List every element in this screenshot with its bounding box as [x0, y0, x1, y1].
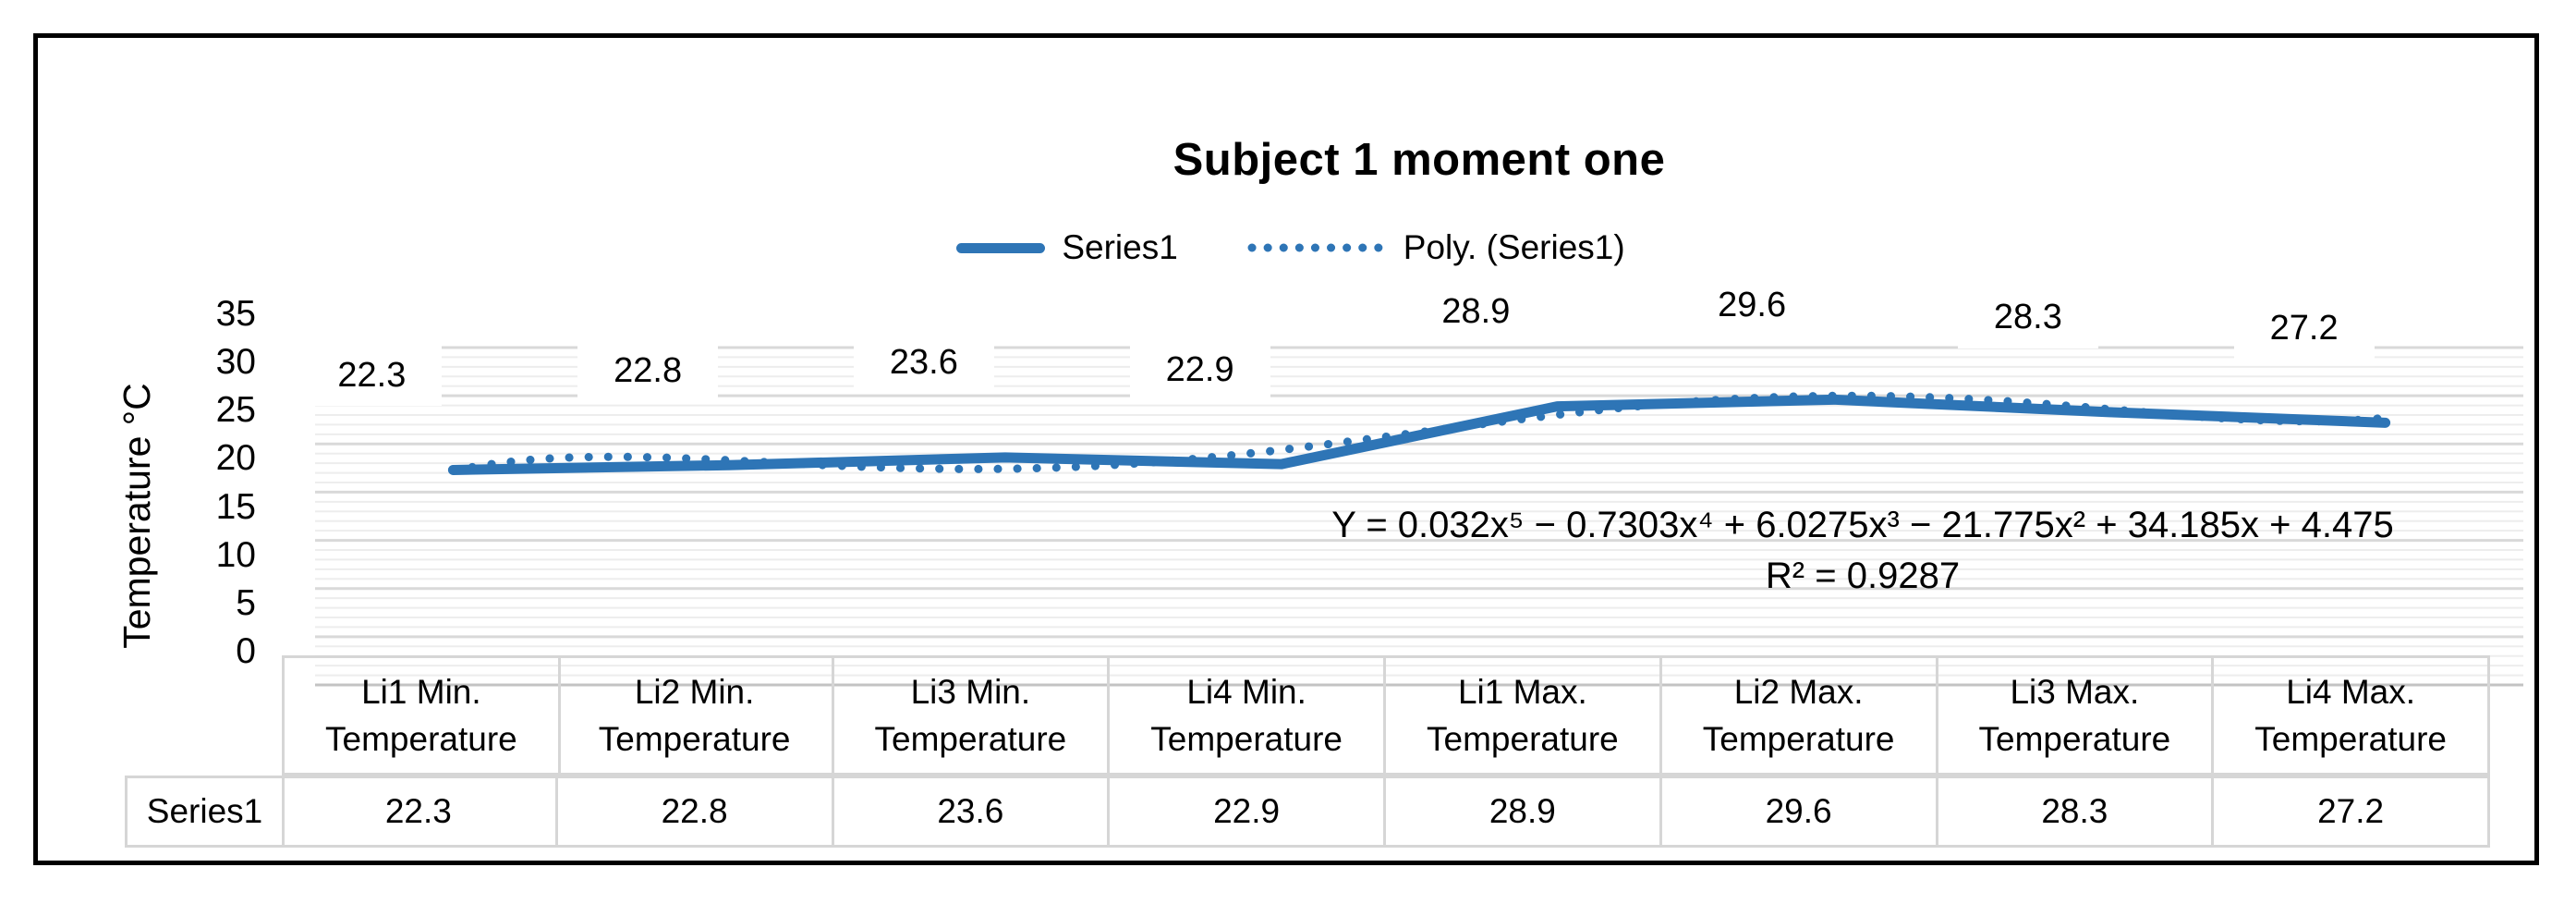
- poly-trendline-swatch: [1247, 243, 1386, 252]
- y-tick-label: 5: [236, 582, 256, 623]
- legend-label-poly: Poly. (Series1): [1403, 228, 1625, 266]
- legend-item-series1: Series1: [956, 228, 1178, 267]
- category-line: Temperature: [598, 720, 791, 758]
- category-line: Li2 Max.: [1733, 673, 1864, 711]
- category-header-cell: Li2 Max. Temperature: [1661, 655, 1938, 776]
- y-tick-label: 0: [236, 631, 256, 671]
- data-label: 22.9: [1129, 339, 1270, 401]
- data-label: 23.6: [853, 332, 994, 394]
- category-line: Temperature: [1427, 720, 1619, 758]
- data-label: 22.3: [301, 345, 443, 407]
- table-value-cell: 28.9: [1386, 776, 1662, 848]
- category-line: Temperature: [874, 720, 1067, 758]
- category-line: Li3 Max.: [2010, 673, 2140, 711]
- category-header-cell: Li4 Min. Temperature: [1110, 655, 1386, 776]
- series1-line-swatch: [956, 242, 1046, 253]
- table-value-cell: 22.8: [557, 776, 834, 848]
- data-label: 28.9: [1405, 281, 1547, 343]
- category-header-cell: Li4 Max. Temperature: [2214, 655, 2490, 776]
- category-line: Li2 Min.: [634, 673, 755, 711]
- table-value-cell: 23.6: [833, 776, 1111, 848]
- series1-line: [447, 394, 2391, 475]
- category-line: Temperature: [1702, 720, 1895, 758]
- y-tick-label: 35: [215, 294, 256, 334]
- category-line: Temperature: [1150, 720, 1343, 758]
- legend-label-series1: Series1: [1062, 228, 1178, 266]
- table-value-cell: 22.3: [282, 776, 558, 848]
- chart-border-frame: Subject 1 moment one Series1 Poly. (Seri…: [33, 33, 2539, 865]
- plot-area: [315, 346, 2523, 687]
- y-tick-label: 25: [215, 390, 256, 431]
- legend-item-poly: Poly. (Series1): [1246, 228, 1625, 267]
- y-tick-label: 20: [215, 438, 256, 479]
- category-header-cell: Li1 Min. Temperature: [282, 655, 561, 776]
- poly-trendline: [448, 391, 2390, 475]
- category-line: Li4 Min.: [1186, 673, 1306, 711]
- legend: Series1 Poly. (Series1): [38, 228, 2544, 267]
- data-label: 22.8: [577, 340, 719, 402]
- table-value-cell: 27.2: [2214, 776, 2490, 848]
- category-line: Li4 Max.: [2286, 673, 2416, 711]
- category-line: Li1 Max.: [1457, 673, 1587, 711]
- data-label: 28.3: [1957, 287, 2098, 348]
- category-line: Temperature: [325, 720, 517, 758]
- trendline-equation: Y = 0.032x⁵ − 0.7303x⁴ + 6.0275x³ − 21.7…: [1124, 500, 2576, 602]
- table-value-cell: 22.9: [1110, 776, 1386, 848]
- category-line: Li1 Min.: [361, 673, 481, 711]
- equation-line: Y = 0.032x⁵ − 0.7303x⁴ + 6.0275x³ − 21.7…: [1331, 505, 2394, 545]
- y-tick-label: 30: [215, 342, 256, 383]
- category-header-cell: Li1 Max. Temperature: [1386, 655, 1662, 776]
- category-header-cell: Li3 Max. Temperature: [1938, 655, 2215, 776]
- r-squared-line: R² = 0.9287: [1765, 556, 1961, 596]
- category-line: Temperature: [2254, 720, 2447, 758]
- category-line: Li3 Min.: [910, 673, 1031, 711]
- y-tick-label: 10: [215, 534, 256, 575]
- category-line: Temperature: [1978, 720, 2171, 758]
- category-header-cell: Li3 Min. Temperature: [833, 655, 1111, 776]
- chart-title: Subject 1 moment one: [1173, 135, 1666, 185]
- table-value-cell: 29.6: [1661, 776, 1938, 848]
- data-label: 29.6: [1682, 275, 1823, 336]
- category-header-cell: Li2 Min. Temperature: [557, 655, 834, 776]
- y-tick-label: 15: [215, 486, 256, 527]
- table-row-header-series1: Series1: [125, 776, 285, 848]
- table-value-cell: 28.3: [1938, 776, 2215, 848]
- data-label: 27.2: [2233, 298, 2375, 360]
